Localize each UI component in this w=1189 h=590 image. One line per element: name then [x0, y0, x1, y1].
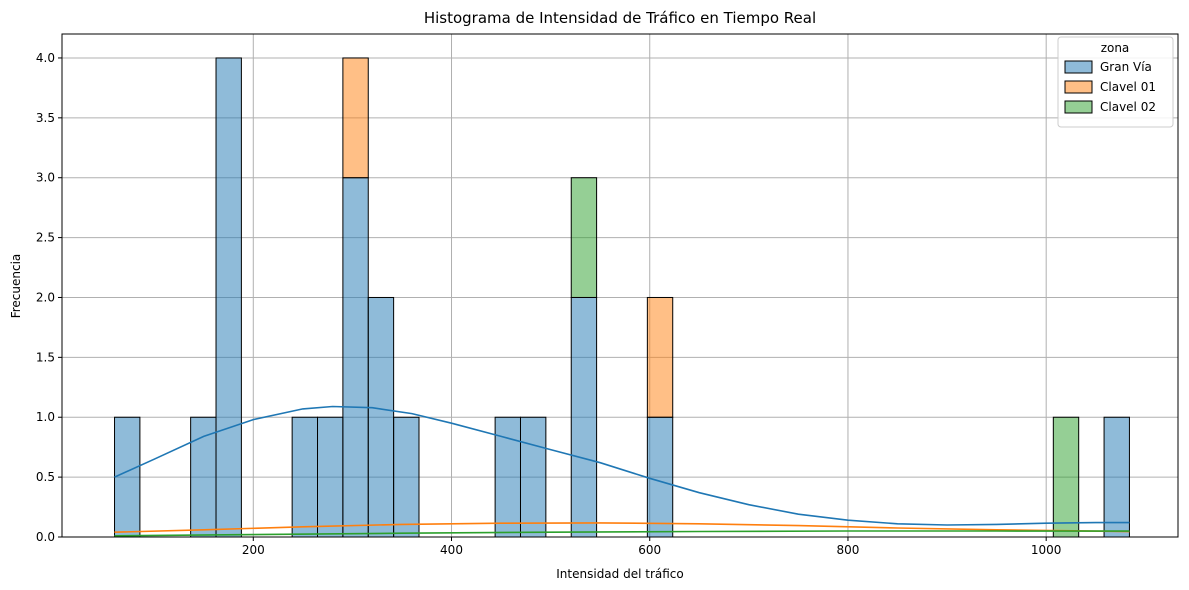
- x-tick-label: 400: [440, 543, 463, 557]
- legend-swatch: [1064, 80, 1093, 94]
- legend-swatch: [1064, 100, 1093, 114]
- y-tick-label: 1.5: [36, 350, 55, 364]
- y-tick-label: 0.5: [36, 470, 55, 484]
- x-tick-label: 800: [837, 543, 860, 557]
- histogram-bar: [215, 57, 242, 538]
- histogram-bar: [1103, 416, 1130, 538]
- y-axis-label: Frecuencia: [9, 254, 23, 319]
- legend-label: Clavel 02: [1100, 100, 1156, 114]
- legend: zona Gran Vía Clavel 01 Clavel 02: [1057, 36, 1174, 128]
- histogram-bar: [190, 416, 217, 538]
- plot-frame: [61, 33, 1179, 538]
- histogram-bar: [1052, 416, 1080, 538]
- x-tick-label: 600: [638, 543, 661, 557]
- y-tick-label: 3.5: [36, 111, 55, 125]
- kde-curves: [114, 405, 1130, 537]
- kde-line: [114, 405, 1130, 526]
- legend-swatch: [1064, 60, 1093, 74]
- legend-label: Clavel 01: [1100, 80, 1156, 94]
- x-tick-label: 1000: [1031, 543, 1062, 557]
- kde-line: [114, 530, 1130, 537]
- y-tick-label: 3.0: [36, 171, 55, 185]
- histogram-bar: [114, 416, 141, 538]
- legend-label: Gran Vía: [1100, 60, 1152, 74]
- histogram-bar: [367, 296, 395, 538]
- kde-line: [114, 522, 1130, 533]
- y-tick-label: 0.0: [36, 530, 55, 544]
- histogram-bar: [570, 296, 598, 538]
- histogram-bar: [570, 177, 598, 298]
- axis-ticks: 200 400 600 800 1000 0.0 0.5 1.0 1.5 2.0 2.5 3.0 3.5…: [36, 51, 1062, 557]
- histogram-bar: [393, 416, 420, 538]
- histogram-bar: [519, 416, 547, 538]
- legend-title: zona: [1101, 41, 1130, 55]
- histogram-bar: [646, 416, 674, 538]
- y-tick-label: 2.5: [36, 231, 55, 245]
- histogram-bar: [342, 57, 369, 179]
- y-tick-label: 1.0: [36, 410, 55, 424]
- chart-title: Histograma de Intensidad de Tráfico en T…: [424, 9, 816, 27]
- histogram-bar: [646, 296, 674, 418]
- histogram-bar: [342, 177, 369, 538]
- histogram-bar: [317, 416, 344, 538]
- y-tick-label: 2.0: [36, 290, 55, 304]
- y-tick-label: 4.0: [36, 51, 55, 65]
- x-axis-label: Intensidad del tráfico: [556, 567, 683, 581]
- histogram-bars: [114, 57, 1130, 538]
- x-tick-label: 200: [242, 543, 265, 557]
- histogram-bar: [291, 416, 319, 538]
